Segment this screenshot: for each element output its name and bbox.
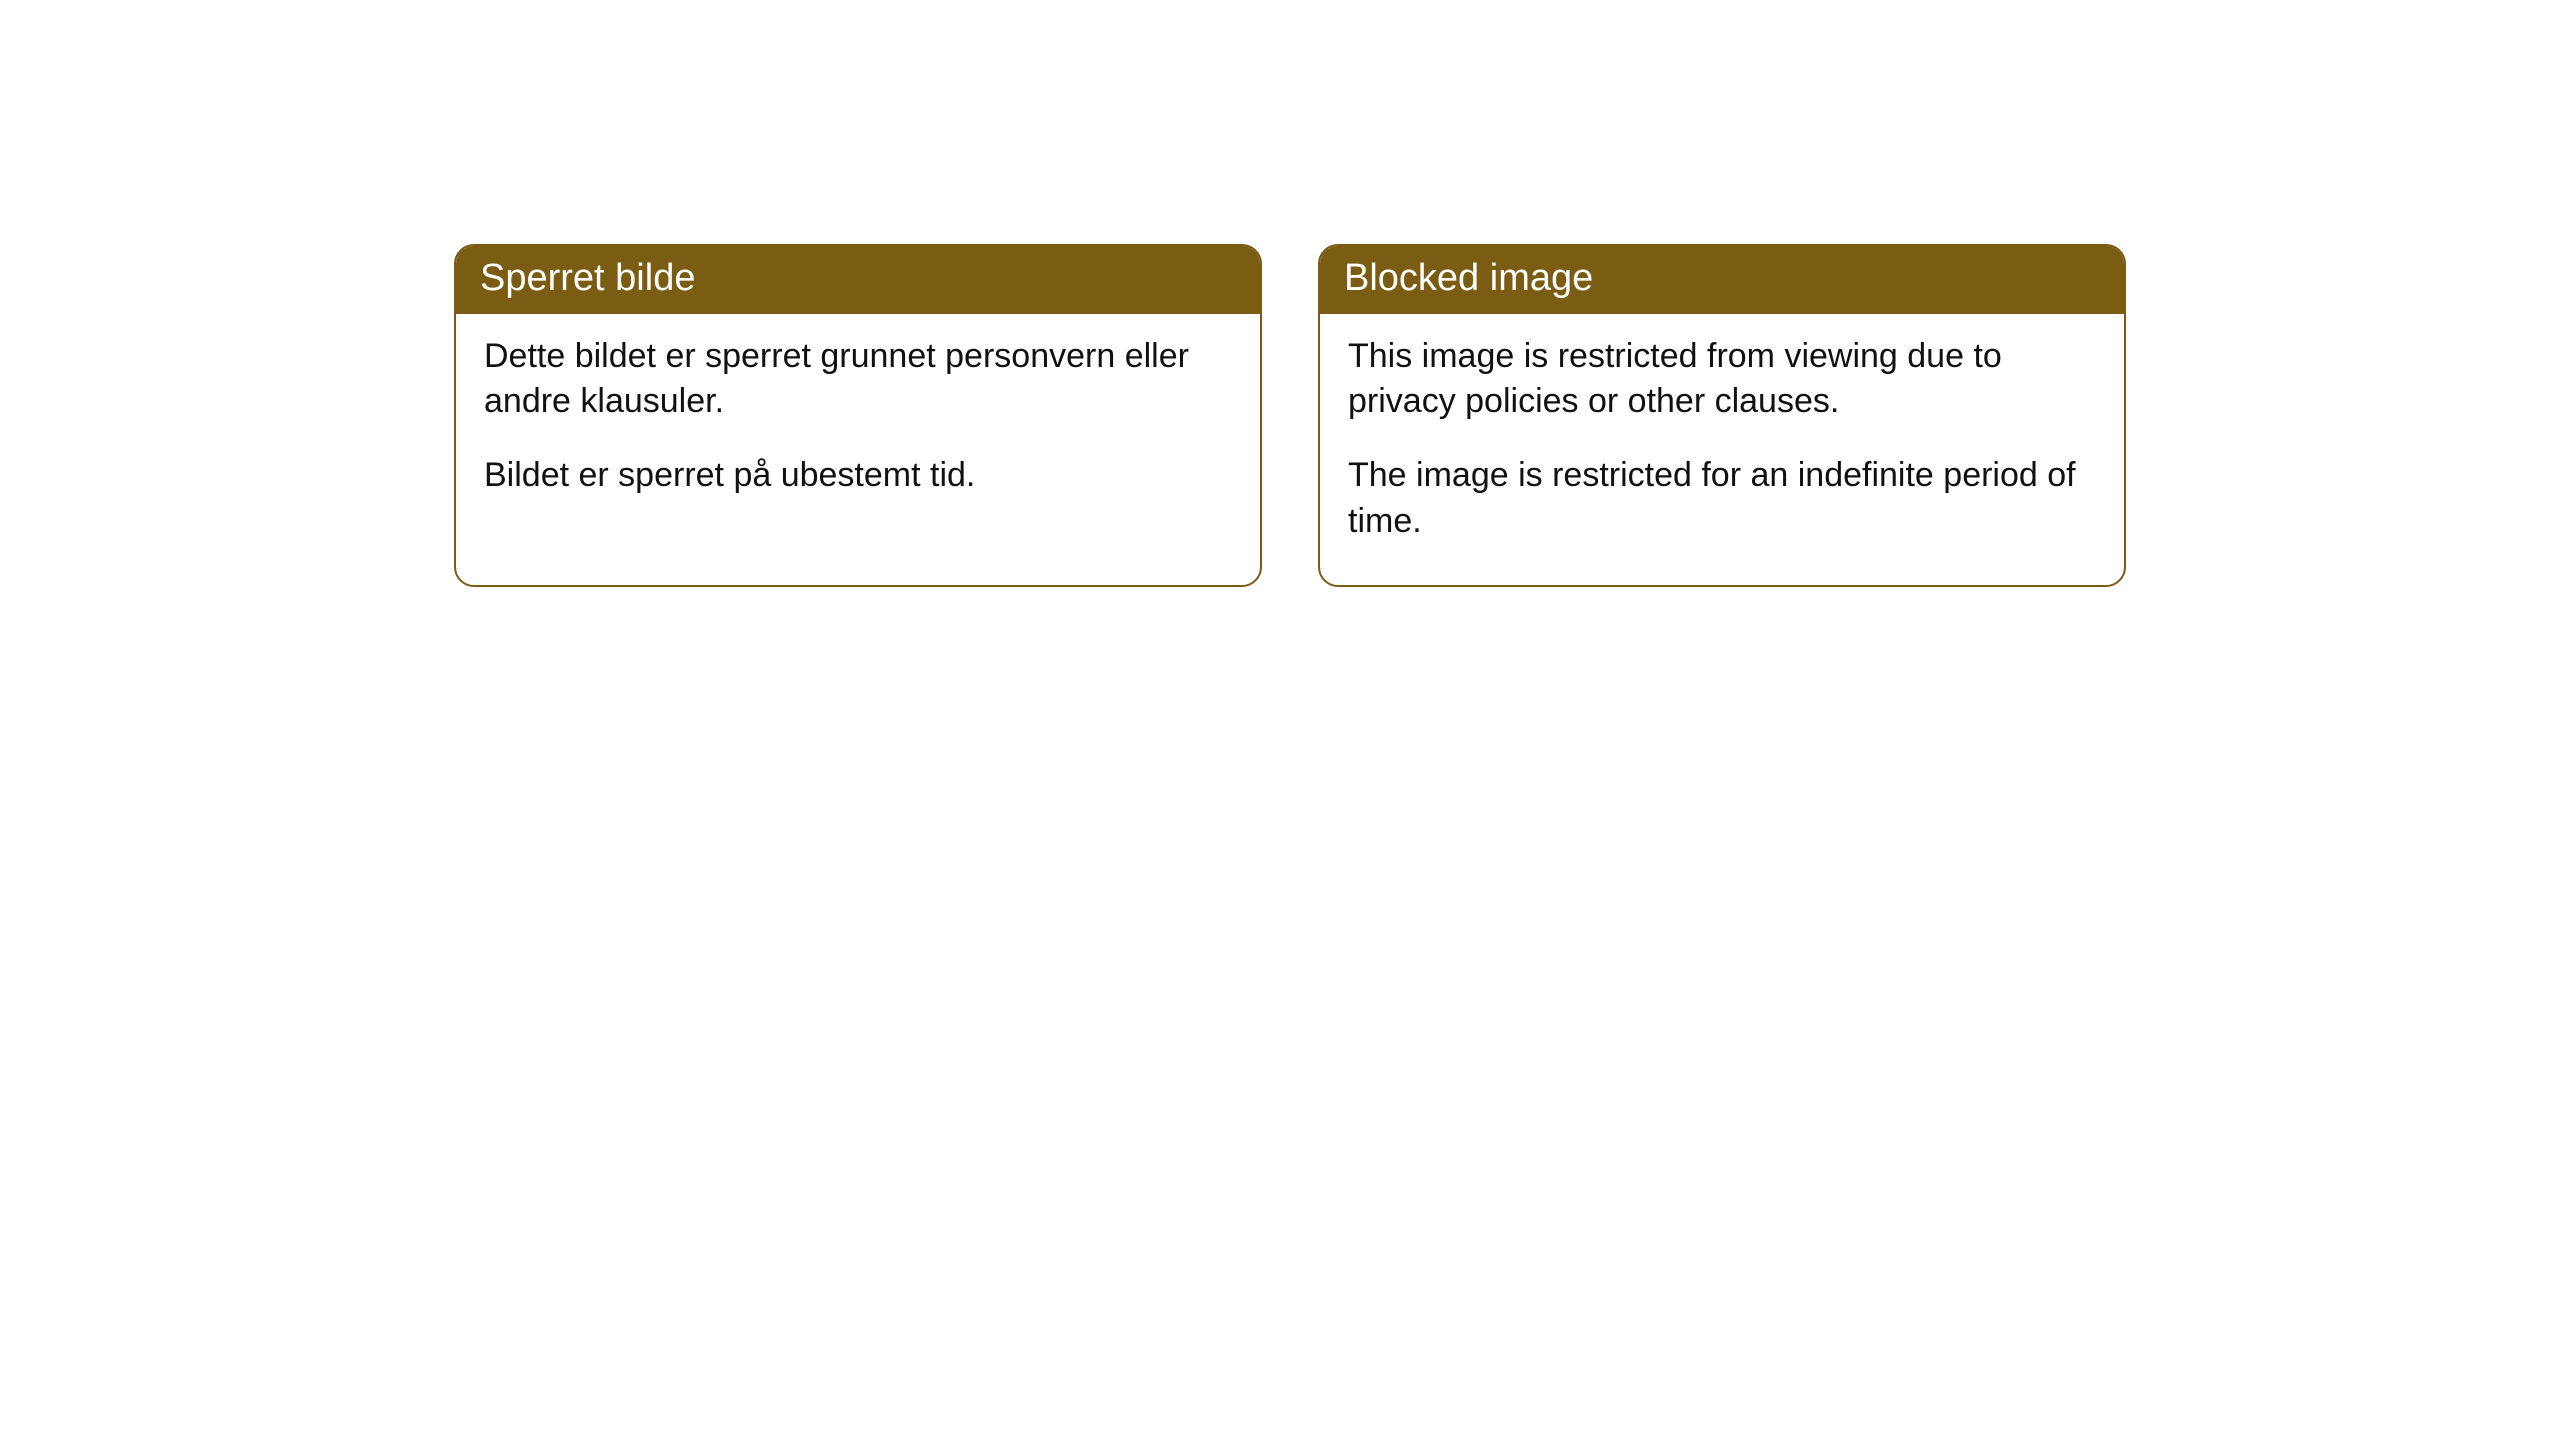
card-text-no-2: Bildet er sperret på ubestemt tid. xyxy=(484,453,1232,499)
card-header-en: Blocked image xyxy=(1320,246,2124,314)
card-header-no: Sperret bilde xyxy=(456,246,1260,314)
card-text-en-2: The image is restricted for an indefinit… xyxy=(1348,453,2096,545)
card-body-en: This image is restricted from viewing du… xyxy=(1320,314,2124,586)
card-text-en-1: This image is restricted from viewing du… xyxy=(1348,334,2096,426)
blocked-image-card-en: Blocked image This image is restricted f… xyxy=(1318,244,2126,587)
card-text-no-1: Dette bildet er sperret grunnet personve… xyxy=(484,334,1232,426)
notice-container: Sperret bilde Dette bildet er sperret gr… xyxy=(0,0,2560,587)
card-body-no: Dette bildet er sperret grunnet personve… xyxy=(456,314,1260,540)
blocked-image-card-no: Sperret bilde Dette bildet er sperret gr… xyxy=(454,244,1262,587)
